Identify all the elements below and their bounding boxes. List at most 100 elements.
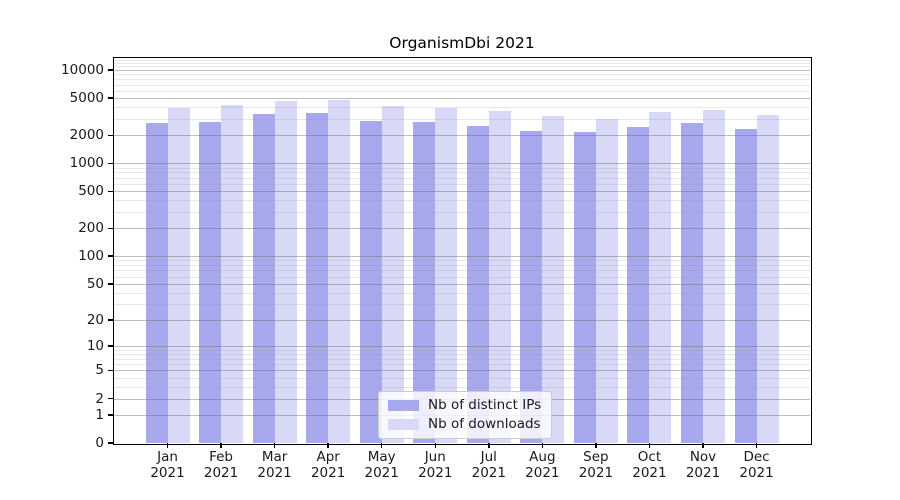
x-tick-label-mar: Mar 2021 bbox=[245, 449, 305, 481]
legend-swatch-nb-of-distinct-ips bbox=[388, 400, 419, 411]
bar-nb-of-downloads-oct-2021 bbox=[649, 112, 672, 443]
gridline-minor-90 bbox=[114, 260, 810, 262]
bar-nb-of-distinct-ips-jun-2021 bbox=[413, 122, 436, 443]
y-tick-100 bbox=[108, 255, 114, 257]
gridline-500 bbox=[114, 191, 810, 193]
x-tick-label-apr: Apr 2021 bbox=[298, 449, 358, 481]
y-tick-label-1: 1 bbox=[95, 406, 104, 423]
x-tick-year: 2021 bbox=[471, 464, 506, 481]
x-tick-year: 2021 bbox=[203, 464, 239, 481]
x-tick-jun bbox=[434, 443, 436, 448]
bar-nb-of-downloads-jan-2021 bbox=[167, 107, 190, 443]
x-tick-label-aug: Aug 2021 bbox=[512, 449, 572, 481]
legend-swatch-nb-of-downloads bbox=[388, 419, 419, 430]
y-tick-2000 bbox=[108, 134, 114, 137]
y-tick-label-2: 2 bbox=[95, 390, 104, 407]
bar-nb-of-distinct-ips-aug-2021 bbox=[520, 130, 543, 443]
legend-label-nb-of-distinct-ips: Nb of distinct IPs bbox=[428, 397, 542, 413]
x-tick-month: Dec bbox=[743, 449, 770, 465]
y-tick-label-50: 50 bbox=[86, 275, 104, 292]
bar-nb-of-downloads-jul-2021 bbox=[488, 110, 511, 443]
x-tick-month: Aug bbox=[529, 449, 556, 465]
x-tick-label-may: May 2021 bbox=[352, 449, 412, 481]
x-tick-year: 2021 bbox=[632, 464, 667, 481]
x-tick-month: Sep bbox=[583, 449, 609, 465]
y-tick-label-10: 10 bbox=[86, 337, 104, 354]
gridline-minor-700 bbox=[114, 177, 810, 179]
y-tick-10 bbox=[108, 345, 114, 347]
x-tick-may bbox=[380, 443, 383, 448]
gridline-minor-6000 bbox=[114, 90, 810, 92]
gridline-minor-400 bbox=[114, 200, 810, 202]
bar-nb-of-downloads-apr-2021 bbox=[328, 99, 351, 443]
x-tick-month: Jul bbox=[480, 449, 497, 465]
x-tick-nov bbox=[702, 443, 704, 448]
gridline-minor-8 bbox=[114, 354, 810, 356]
x-tick-label-oct: Oct 2021 bbox=[619, 449, 679, 481]
gridline-minor-4000 bbox=[114, 107, 810, 109]
y-tick-label-1000: 1000 bbox=[69, 155, 104, 172]
y-tick-label-10000: 10000 bbox=[61, 62, 104, 79]
gridline-minor-80 bbox=[114, 265, 810, 267]
gridline-minor-600 bbox=[114, 183, 810, 185]
y-tick-5 bbox=[108, 369, 114, 372]
y-tick-5000 bbox=[108, 97, 114, 99]
y-tick-50 bbox=[108, 283, 114, 285]
gridline-minor-8000 bbox=[114, 79, 810, 81]
y-tick-label-0: 0 bbox=[95, 435, 104, 451]
y-tick-label-200: 200 bbox=[78, 220, 104, 237]
y-tick-500 bbox=[108, 190, 114, 193]
bar-nb-of-downloads-mar-2021 bbox=[274, 100, 297, 443]
gridline-minor-9000 bbox=[114, 74, 810, 76]
gridline-100 bbox=[114, 256, 810, 258]
x-tick-month: Apr bbox=[316, 449, 340, 465]
x-tick-year: 2021 bbox=[525, 464, 560, 481]
gridline-minor-30 bbox=[114, 303, 810, 305]
x-tick-year: 2021 bbox=[739, 464, 774, 481]
x-tick-month: Jun bbox=[424, 449, 446, 465]
gridline-minor-7 bbox=[114, 358, 810, 360]
gridline-minor-3 bbox=[114, 386, 810, 388]
gridline-minor-900 bbox=[114, 167, 810, 169]
x-tick-feb bbox=[220, 443, 222, 448]
x-tick-jul bbox=[488, 443, 490, 448]
gridline-minor-11000 bbox=[114, 66, 810, 68]
x-tick-year: 2021 bbox=[150, 464, 185, 481]
bar-nb-of-downloads-may-2021 bbox=[381, 106, 404, 443]
bar-nb-of-downloads-aug-2021 bbox=[542, 115, 565, 443]
gridline-minor-4 bbox=[114, 377, 810, 379]
x-tick-month: Oct bbox=[637, 449, 662, 465]
gridline-minor-7000 bbox=[114, 84, 810, 86]
x-tick-year: 2021 bbox=[418, 464, 453, 481]
bar-nb-of-distinct-ips-mar-2021 bbox=[252, 113, 275, 443]
y-tick-label-2000: 2000 bbox=[69, 127, 104, 144]
x-tick-year: 2021 bbox=[685, 464, 721, 481]
bar-nb-of-downloads-feb-2021 bbox=[221, 104, 244, 443]
y-tick-label-5000: 5000 bbox=[69, 90, 104, 107]
y-tick-10000 bbox=[108, 69, 114, 71]
bar-nb-of-distinct-ips-oct-2021 bbox=[627, 126, 650, 443]
bar-nb-of-distinct-ips-dec-2021 bbox=[734, 129, 757, 443]
y-tick-1 bbox=[108, 414, 114, 416]
plot-area bbox=[112, 56, 812, 445]
x-tick-month: May bbox=[367, 449, 396, 465]
x-tick-month: Nov bbox=[689, 449, 717, 465]
gridline-minor-12000 bbox=[114, 62, 810, 64]
y-tick-0 bbox=[108, 442, 114, 444]
gridline-minor-40 bbox=[114, 292, 810, 294]
bar-nb-of-downloads-jun-2021 bbox=[435, 107, 458, 443]
x-tick-label-dec: Dec 2021 bbox=[727, 449, 787, 481]
x-tick-month: Jan bbox=[157, 449, 178, 465]
y-tick-20 bbox=[108, 319, 114, 321]
gridline-minor-70 bbox=[114, 270, 810, 272]
y-tick-label-5: 5 bbox=[95, 362, 104, 379]
gridline-minor-13000 bbox=[114, 59, 810, 61]
gridline-200 bbox=[114, 228, 810, 230]
x-tick-dec bbox=[755, 443, 758, 448]
x-tick-label-nov: Nov 2021 bbox=[673, 449, 733, 481]
gridline-minor-3000 bbox=[114, 118, 810, 120]
bar-nb-of-distinct-ips-jan-2021 bbox=[145, 123, 168, 443]
bar-nb-of-distinct-ips-apr-2021 bbox=[306, 113, 329, 443]
gridline-minor-300 bbox=[114, 211, 810, 213]
